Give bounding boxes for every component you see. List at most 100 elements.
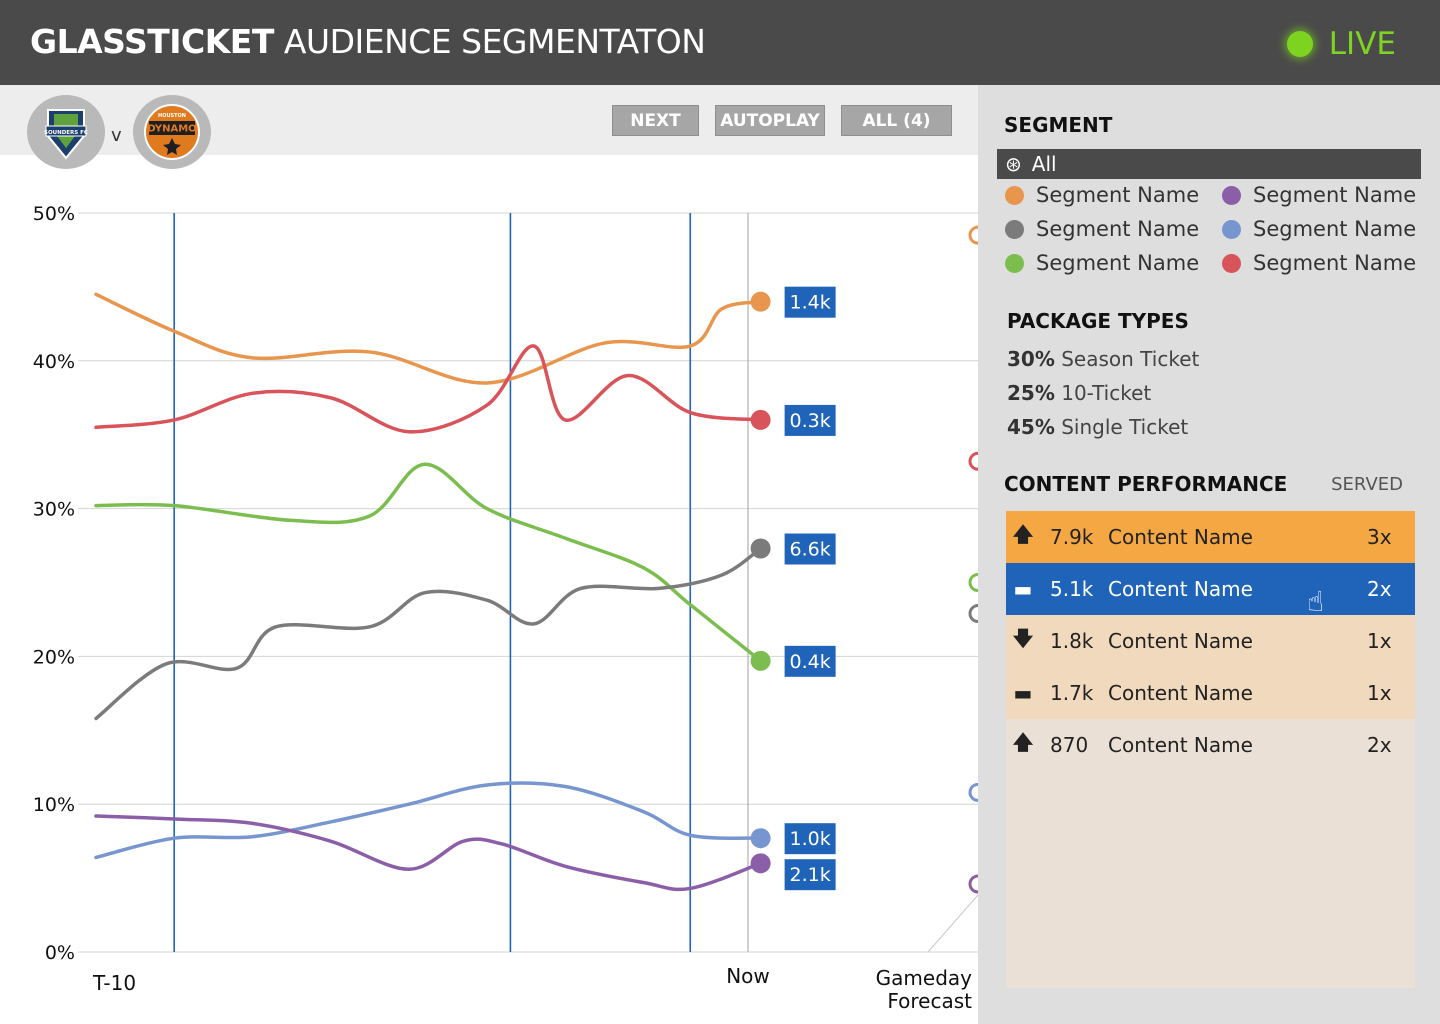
- forecast-marker[interactable]: [968, 604, 978, 624]
- series-value-label-box: [784, 823, 836, 855]
- series-value-labels: 1.4k 0.3k 0.4k 6.6k 1.0k 2.1k: [784, 286, 836, 891]
- series-line[interactable]: [94, 292, 763, 385]
- segment-legend-item[interactable]: Segment Name: [1222, 183, 1416, 207]
- y-axis-ticks: 0% 10% 20% 30% 40% 50%: [33, 203, 75, 964]
- autoplay-button[interactable]: AUTOPLAY: [715, 105, 825, 136]
- series-value-label: 1.4k: [789, 292, 830, 314]
- match-bar: SOUNDERS FC v HOUSTON DYNAMO NEXT AUTOPL…: [0, 85, 978, 169]
- series-endpoint-marker[interactable]: [750, 409, 771, 430]
- segment-legend-label: Segment Name: [1253, 183, 1417, 207]
- content-performance-list: 🡅 870 Content Name 2x ▬ 1.7k Content Name 1x 🡇 1.…: [1006, 511, 1415, 988]
- package-types-title: PACKAGE TYPES: [1007, 309, 1189, 333]
- event-marker-lines: [173, 213, 692, 952]
- trend-flat-icon: ▬: [1013, 681, 1033, 705]
- forecast-markers: [968, 225, 978, 894]
- content-performance-row[interactable]: ▬ 5.1k Content Name 2x: [1006, 563, 1415, 615]
- series-value-label: 1.0k: [789, 828, 830, 850]
- app-title-section: AUDIENCE SEGMENTATON: [283, 22, 706, 61]
- segment-legend-item[interactable]: Segment Name: [1222, 217, 1416, 241]
- segment-legend-item[interactable]: Segment Name: [1005, 251, 1199, 275]
- series-lines: [94, 291, 771, 892]
- content-performance-title: CONTENT PERFORMANCE: [1004, 472, 1288, 496]
- forecast-marker[interactable]: [968, 782, 978, 802]
- content-served-count: 2x: [1367, 733, 1392, 757]
- segment-legend-label: Segment Name: [1036, 217, 1200, 241]
- y-tick-label: 20%: [33, 646, 75, 668]
- live-status-dot-icon: [1286, 31, 1313, 57]
- trend-down-icon: 🡇: [1012, 626, 1034, 650]
- series-line[interactable]: [94, 781, 763, 860]
- y-tick-label: 30%: [33, 499, 75, 521]
- series-value-label: 0.4k: [789, 651, 830, 673]
- series-endpoint-marker[interactable]: [750, 650, 771, 671]
- content-metric-value: 1.8k: [1050, 629, 1094, 653]
- package-type-row: 30% Season Ticket: [1007, 347, 1199, 371]
- content-name: Content Name: [1108, 681, 1253, 705]
- series-line[interactable]: [94, 814, 763, 892]
- y-tick-label: 0%: [45, 942, 75, 964]
- package-type-row: 25% 10-Ticket: [1007, 381, 1151, 405]
- sidebar-panel: SEGMENT ⊛ All Segment Name Segment Name Se…: [978, 85, 1440, 1024]
- package-type-label: Single Ticket: [1054, 415, 1189, 439]
- segment-all-label: All: [1031, 152, 1057, 176]
- content-metric-value: 5.1k: [1050, 577, 1094, 601]
- away-team-name: DYNAMO: [147, 124, 196, 135]
- segment-legend-item[interactable]: Segment Name: [1005, 217, 1199, 241]
- content-name: Content Name: [1108, 577, 1253, 601]
- series-line[interactable]: [94, 344, 763, 434]
- content-metric-value: 7.9k: [1050, 525, 1094, 549]
- chart-gridlines: [78, 212, 978, 953]
- series-endpoint-marker[interactable]: [750, 853, 771, 874]
- versus-label: v: [111, 125, 122, 146]
- segment-legend-label: Segment Name: [1253, 251, 1417, 275]
- series-line[interactable]: [94, 546, 763, 721]
- next-button[interactable]: NEXT: [612, 105, 699, 136]
- content-served-count: 2x: [1367, 577, 1392, 601]
- series-endpoint-marker[interactable]: [750, 538, 771, 559]
- series-value-label-box: [784, 533, 836, 565]
- live-indicator: LIVE: [1286, 24, 1396, 64]
- x-label-end-sub: Forecast: [887, 989, 972, 1013]
- series-line[interactable]: [94, 462, 763, 663]
- content-performance-row[interactable]: ▬ 1.7k Content Name 1x: [1006, 667, 1415, 719]
- forecast-marker[interactable]: [968, 573, 978, 592]
- segment-color-dot-icon: [1222, 185, 1241, 205]
- y-tick-label: 40%: [33, 351, 75, 373]
- segment-legend-label: Segment Name: [1036, 251, 1200, 275]
- content-served-count: 1x: [1367, 629, 1392, 653]
- forecast-marker[interactable]: [968, 451, 978, 471]
- away-team-crest-icon[interactable]: HOUSTON DYNAMO: [133, 95, 211, 169]
- x-label-start: T-10: [92, 971, 136, 995]
- segment-trend-chart: 0% 10% 20% 30% 40% 50% 1.4k 0.3k 0.4k 6.6k 1.0k 2.…: [33, 203, 978, 1013]
- series-endpoint-marker[interactable]: [750, 828, 771, 849]
- series-value-label-box: [784, 645, 836, 677]
- package-type-row: 45% Single Ticket: [1007, 415, 1188, 439]
- series-endpoint-marker[interactable]: [750, 291, 771, 312]
- y-tick-label: 50%: [33, 203, 75, 225]
- top-bar: GLASSTICKET AUDIENCE SEGMENTATON LIVE: [0, 0, 1440, 85]
- segment-legend-item[interactable]: Segment Name: [1222, 251, 1416, 275]
- series-value-label: 2.1k: [789, 864, 830, 886]
- segment-all-option[interactable]: ⊛ All: [997, 149, 1421, 179]
- content-performance-row[interactable]: 🡇 1.8k Content Name 1x: [1006, 615, 1415, 667]
- forecast-marker[interactable]: [968, 874, 978, 894]
- package-type-percent: 25%: [1007, 381, 1055, 405]
- content-performance-row[interactable]: 🡅 870 Content Name 2x: [1006, 719, 1415, 771]
- content-name: Content Name: [1108, 733, 1253, 757]
- app-title: GLASSTICKET AUDIENCE SEGMENTATON: [30, 22, 706, 61]
- trend-flat-icon: ▬: [1013, 577, 1033, 601]
- content-name: Content Name: [1108, 525, 1253, 549]
- segment-color-dot-icon: [1005, 219, 1024, 239]
- live-status-label: LIVE: [1328, 26, 1396, 62]
- series-value-label: 0.3k: [789, 410, 830, 432]
- home-team-crest-icon[interactable]: SOUNDERS FC: [27, 95, 105, 169]
- away-team-city: HOUSTON: [158, 113, 186, 119]
- forecast-marker[interactable]: [968, 225, 978, 245]
- content-performance-row[interactable]: 🡅 7.9k Content Name 3x: [1006, 511, 1415, 563]
- app-title-brand: GLASSTICKET: [30, 22, 274, 61]
- hand-pointer-cursor-icon: ☝: [1307, 585, 1325, 618]
- all-segments-button[interactable]: ALL (4): [841, 105, 952, 136]
- series-value-label: 6.6k: [789, 539, 830, 561]
- segment-legend-item[interactable]: Segment Name: [1005, 183, 1199, 207]
- content-served-count: 3x: [1367, 525, 1392, 549]
